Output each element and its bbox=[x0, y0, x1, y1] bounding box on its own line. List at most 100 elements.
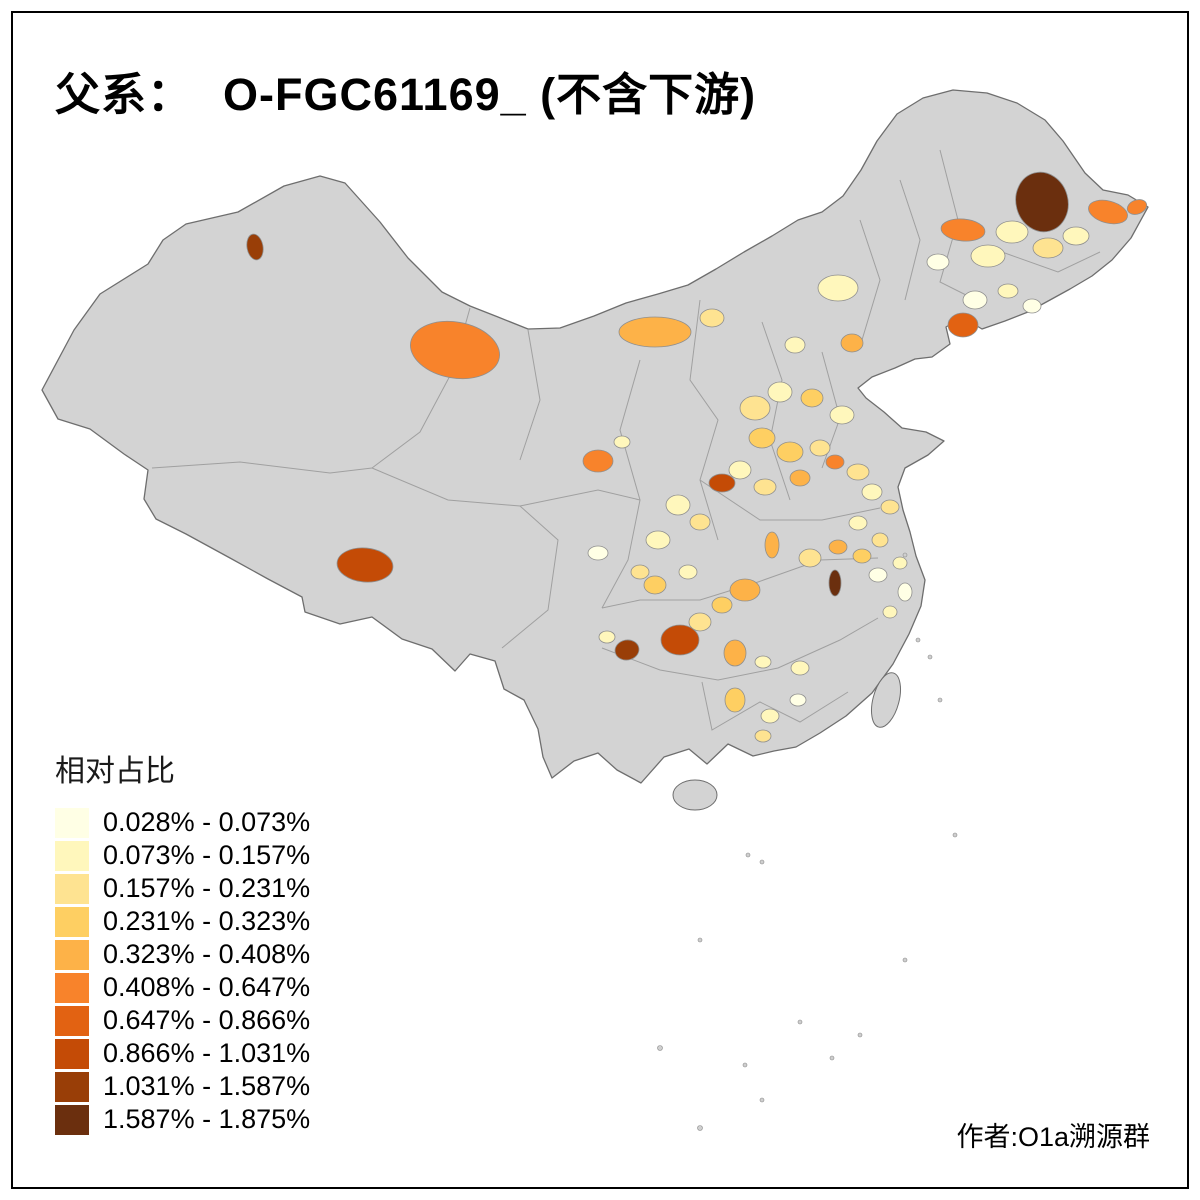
map-region bbox=[1015, 171, 1069, 233]
title-suffix: (不含下游) bbox=[526, 69, 757, 120]
legend-row: 0.323% - 0.408% bbox=[55, 938, 310, 971]
map-region bbox=[739, 395, 771, 421]
legend-label: 1.587% - 1.875% bbox=[103, 1104, 311, 1134]
map-region bbox=[660, 624, 700, 656]
map-region bbox=[846, 463, 870, 481]
map-region bbox=[748, 427, 776, 449]
title-haplogroup: O-FGC61169_ bbox=[223, 69, 527, 120]
legend-swatch bbox=[55, 906, 89, 937]
title-prefix: 父系： bbox=[55, 69, 194, 120]
legend-label: 0.647% - 0.866% bbox=[103, 1005, 311, 1035]
map-region bbox=[729, 578, 761, 602]
map-region bbox=[940, 218, 986, 242]
map-region bbox=[800, 388, 824, 408]
map-region bbox=[926, 253, 950, 271]
map-region bbox=[587, 545, 609, 561]
map-region bbox=[1088, 199, 1128, 225]
legend-label: 0.866% - 1.031% bbox=[103, 1038, 311, 1068]
legend-label: 0.028% - 0.073% bbox=[103, 807, 311, 837]
map-region bbox=[711, 596, 733, 614]
map-region bbox=[789, 693, 807, 707]
map-region bbox=[630, 564, 650, 580]
legend-label: 1.031% - 1.587% bbox=[103, 1071, 311, 1101]
legend-title: 相对占比 bbox=[55, 755, 175, 788]
map-region bbox=[997, 283, 1019, 299]
map-region bbox=[708, 473, 736, 493]
map-region bbox=[825, 454, 845, 470]
map-region bbox=[892, 556, 908, 570]
legend-label: 0.323% - 0.408% bbox=[103, 939, 311, 969]
legend-row: 0.866% - 1.031% bbox=[55, 1037, 310, 1070]
legend-swatch bbox=[55, 1005, 89, 1036]
map-region bbox=[246, 233, 264, 261]
legend-swatch bbox=[55, 840, 89, 871]
map-region bbox=[689, 513, 711, 531]
legend-swatch bbox=[55, 1071, 89, 1102]
map-region bbox=[688, 612, 712, 632]
map-region bbox=[754, 729, 772, 743]
map-region bbox=[760, 708, 780, 724]
map-region bbox=[728, 460, 752, 480]
map-region bbox=[699, 308, 725, 328]
map-region bbox=[1126, 199, 1148, 215]
legend-swatch bbox=[55, 1104, 89, 1135]
map-region bbox=[790, 660, 810, 676]
author-credit: 作者:O1a溯源群 bbox=[956, 1122, 1150, 1152]
map-region bbox=[723, 639, 747, 667]
map-region bbox=[828, 539, 848, 555]
province-borders bbox=[151, 149, 1101, 731]
map-region bbox=[970, 244, 1006, 268]
map-region bbox=[598, 630, 616, 644]
map-region bbox=[947, 312, 979, 338]
map-title: 父系： O-FGC61169_ (不含下游) bbox=[55, 58, 756, 123]
hainan-island bbox=[672, 779, 718, 811]
map-region bbox=[764, 531, 780, 559]
map-region bbox=[724, 687, 746, 713]
legend-row: 1.031% - 1.587% bbox=[55, 1070, 310, 1103]
map-region bbox=[861, 483, 883, 501]
legend-rows: 0.028% - 0.073% 0.073% - 0.157% 0.157% - 0… bbox=[55, 806, 310, 1136]
map-region bbox=[798, 548, 822, 568]
legend-row: 0.028% - 0.073% bbox=[55, 806, 310, 839]
map-region bbox=[848, 515, 868, 531]
map-region bbox=[809, 439, 831, 457]
map-region bbox=[582, 449, 614, 473]
map-region bbox=[753, 478, 777, 496]
legend-row: 0.157% - 0.231% bbox=[55, 872, 310, 905]
legend-label: 0.408% - 0.647% bbox=[103, 972, 311, 1002]
legend-swatch bbox=[55, 939, 89, 970]
map-region bbox=[643, 575, 667, 595]
legend-swatch bbox=[55, 972, 89, 1003]
map-region bbox=[1062, 226, 1090, 246]
map-region bbox=[645, 530, 671, 550]
map-region bbox=[784, 336, 806, 354]
legend-row: 1.587% - 1.875% bbox=[55, 1103, 310, 1136]
map-region bbox=[613, 435, 631, 449]
map-region bbox=[852, 548, 872, 564]
map-region bbox=[840, 333, 864, 353]
china-mainland-outline bbox=[41, 89, 1149, 784]
legend-label: 0.231% - 0.323% bbox=[103, 906, 311, 936]
map-region bbox=[1022, 298, 1042, 314]
map-region bbox=[1032, 237, 1064, 259]
legend-row: 0.073% - 0.157% bbox=[55, 839, 310, 872]
map-region bbox=[789, 469, 811, 487]
legend-swatch bbox=[55, 807, 89, 838]
legend-label: 0.073% - 0.157% bbox=[103, 840, 311, 870]
map-region bbox=[880, 499, 900, 515]
map-region bbox=[829, 405, 855, 425]
map-region bbox=[678, 564, 698, 580]
legend-swatch bbox=[55, 1038, 89, 1069]
image-border-frame bbox=[11, 11, 1189, 1189]
map-region bbox=[871, 532, 889, 548]
map-region bbox=[868, 567, 888, 583]
legend-swatch bbox=[55, 873, 89, 904]
map-region bbox=[897, 582, 913, 602]
map-region bbox=[767, 381, 793, 403]
legend-row: 0.231% - 0.323% bbox=[55, 905, 310, 938]
map-region bbox=[336, 547, 394, 583]
map-region bbox=[828, 569, 842, 597]
legend: 相对占比 0.028% - 0.073% 0.073% - 0.157% 0.157… bbox=[55, 746, 310, 1136]
map-region bbox=[665, 494, 691, 516]
